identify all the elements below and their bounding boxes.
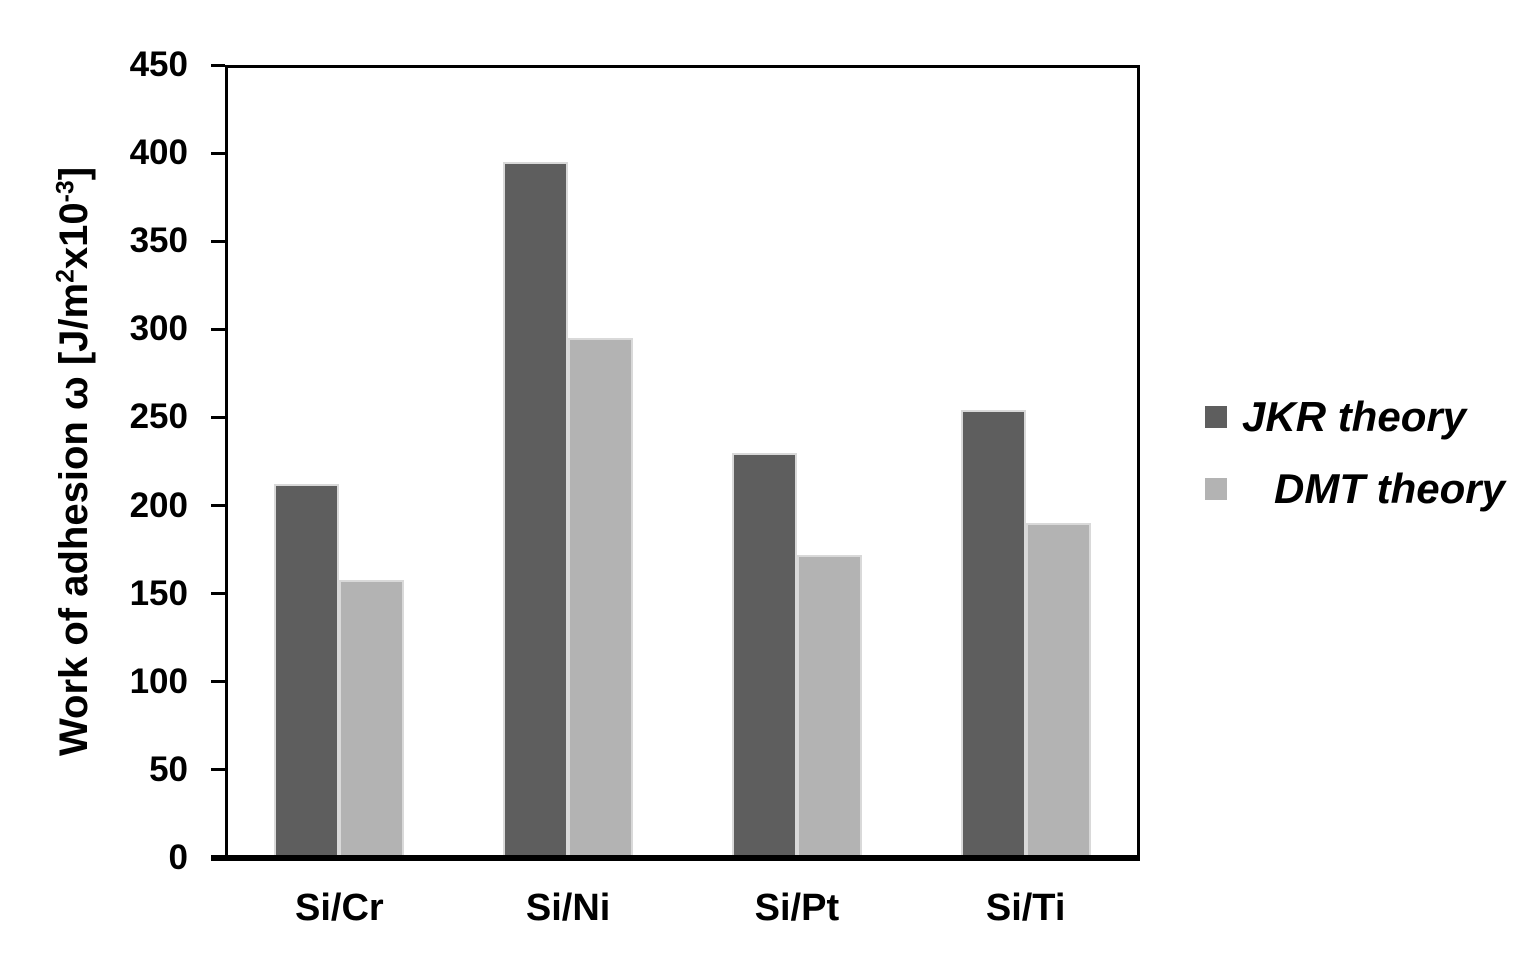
bars-layer	[225, 65, 1140, 858]
y-tick-label: 50	[149, 749, 188, 789]
y-tick-mark	[211, 327, 225, 331]
y-tick-label: 250	[129, 397, 188, 437]
legend-swatch-dmt	[1205, 478, 1227, 500]
bar-jkr-si-ti	[960, 410, 1026, 858]
y-tick-mark	[211, 592, 225, 596]
bar-jkr-si-pt	[731, 452, 797, 858]
y-tick-label: 450	[129, 45, 188, 84]
legend-label-jkr: JKR theory	[1242, 393, 1467, 440]
y-tick-mark	[211, 239, 225, 243]
y-tick-label: 150	[129, 573, 188, 613]
bar-jkr-si-ni	[503, 161, 569, 858]
bar-dmt-si-pt	[796, 554, 862, 858]
y-tick-mark	[211, 856, 225, 860]
y-tick-label: 100	[129, 661, 188, 701]
y-tick-label: 400	[129, 133, 188, 173]
bar-dmt-si-cr	[339, 579, 405, 858]
legend-swatch-jkr	[1205, 406, 1227, 428]
x-axis-line	[211, 855, 1140, 861]
y-tick-label: 200	[129, 485, 188, 525]
y-tick-label: 300	[129, 309, 188, 349]
y-tick-mark	[211, 151, 225, 155]
x-category-label: Si/Cr	[295, 887, 384, 929]
legend-entry-dmt: DMT theory	[1205, 465, 1505, 513]
y-tick-label: 0	[168, 838, 188, 877]
x-category-label: Si/Ni	[525, 887, 611, 929]
x-category-label: Si/Pt	[754, 887, 840, 929]
bar-dmt-si-ni	[568, 338, 634, 858]
bar-dmt-si-ti	[1025, 523, 1091, 858]
y-tick-label: 350	[129, 221, 188, 261]
y-tick-mark	[211, 680, 225, 684]
legend-label-dmt: DMT theory	[1274, 465, 1505, 512]
y-tick-mark	[211, 504, 225, 508]
x-axis-category-labels: Si/Cr Si/Ni Si/Pt Si/Ti	[225, 886, 1140, 936]
y-tick-mark	[211, 415, 225, 419]
legend: JKR theory DMT theory	[1205, 393, 1505, 513]
y-tick-mark	[211, 768, 225, 772]
x-category-label: Si/Ti	[985, 887, 1066, 929]
legend-entry-jkr: JKR theory	[1205, 393, 1505, 441]
y-tick-mark	[211, 63, 225, 67]
y-axis-tick-labels: 0 50 100 150 200 250 300 350 400 450	[0, 0, 188, 980]
bar-jkr-si-cr	[274, 484, 340, 858]
